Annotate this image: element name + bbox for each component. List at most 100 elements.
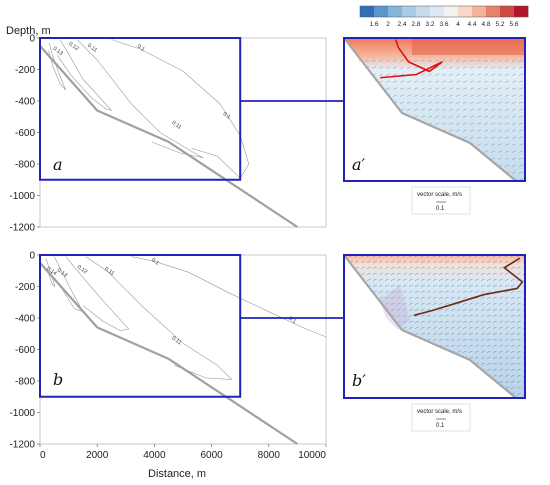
contour-label: 0.11 [86, 43, 98, 54]
panel-label-a: a [53, 155, 63, 174]
x-tick-label: 10000 [298, 450, 326, 461]
colorbar-tick-label: 2 [386, 21, 390, 28]
contour-label: 0.14 [45, 266, 57, 277]
panel-b: 0 -200 -400 -600 -800 -1000 -1200 0 2000 4000 600… [9, 251, 344, 480]
x-tick-label: 4000 [143, 450, 166, 461]
contour-label: 0.1 [136, 44, 146, 53]
colorbar-swatch [402, 6, 417, 17]
vector-scale-legend-b: vector scale, m/s 0.1 [411, 403, 471, 432]
y-axis-label: Depth, m [6, 25, 51, 37]
contours-b [45, 256, 327, 380]
y-tick-label: -200 [15, 282, 35, 293]
contour-0.1 [131, 256, 327, 338]
bathymetry-b-prime [344, 255, 517, 398]
bathymetry-a [39, 45, 299, 228]
y-tick-label: -400 [15, 314, 35, 325]
contour-label: 0.1 [222, 111, 232, 120]
vector-scale-label-b: vector scale, m/s [417, 409, 462, 415]
colorbar-tick-label: 3.6 [439, 21, 448, 28]
colorbar-tick-label: 5.2 [495, 21, 504, 28]
x-ticks-b: 0 2000 4000 6000 8000 10000 [39, 444, 326, 461]
y-tick-label: -1000 [9, 408, 35, 419]
front-line-b-prime [413, 257, 524, 317]
contour-0.13 [48, 42, 66, 91]
contour-label: 0.12 [76, 264, 88, 275]
panel-label-a-prime: a′ [352, 155, 366, 174]
contour-0.14 [45, 257, 56, 287]
contours-a [48, 39, 250, 179]
x-axis-label: Distance, m [148, 468, 206, 480]
colorbar-swatch [514, 6, 529, 17]
frame-a-prime [343, 37, 526, 182]
colorbar-tick-label: 4 [456, 21, 460, 28]
colorbar-tick-label: 1.6 [369, 21, 378, 28]
y-tick-label: -1200 [9, 440, 35, 451]
x-tick-label: 2000 [86, 450, 109, 461]
y-ticks-a: 0 -200 -400 -600 -800 -1000 -1200 [9, 34, 40, 234]
contour-0.12 [56, 39, 112, 111]
colorbar-swatch [486, 6, 501, 17]
x-tick-label: 8000 [258, 450, 281, 461]
contour-label: 0.11 [170, 120, 182, 131]
bathymetry-a-prime [344, 38, 517, 181]
colorbar-swatch [388, 6, 403, 17]
contour-label: 0.1 [150, 257, 160, 266]
contour-label: 0.11 [170, 335, 182, 346]
plot-area-b [39, 254, 327, 445]
contour-0.11 [85, 256, 232, 380]
colorbar-swatch [472, 6, 487, 17]
y-tick-label: -400 [15, 97, 35, 108]
y-tick-label: -1200 [9, 223, 35, 234]
y-tick-label: 0 [29, 34, 35, 45]
front-line-a-prime [380, 39, 443, 79]
vector-scale-value-a: 0.1 [436, 206, 445, 212]
colorbar: 1.6 2 2.4 2.8 3.2 3.6 4 4.4 4.8 5.2 5.6 [359, 5, 529, 28]
zoom-box-a [39, 37, 242, 181]
vector-scale-label-a: vector scale, m/s [417, 192, 462, 198]
vector-scale-value-b: 0.1 [436, 423, 445, 429]
contour-label: 0.12 [67, 41, 79, 52]
colorbar-swatch [374, 6, 389, 17]
colorbar-swatch [458, 6, 473, 17]
x-tick-label: 6000 [200, 450, 223, 461]
contour-label: 0.11 [103, 266, 115, 277]
contour-0.11 [76, 39, 204, 158]
contour-labels-b: 0.140.13 0.12 0.11 0.1 0.11 0.1 [45, 257, 297, 346]
zoom-box-b [39, 254, 242, 398]
vector-scale-legend-a: vector scale, m/s 0.1 [411, 186, 471, 215]
colorbar-tick-label: 4.4 [467, 21, 476, 28]
y-tick-label: -800 [15, 160, 35, 171]
panel-b-prime: b′ [343, 254, 526, 399]
panel-a-prime: a′ [343, 37, 526, 182]
colorbar-swatch [430, 6, 445, 17]
panel-label-b-prime: b′ [352, 371, 366, 390]
contour-label: 0.13 [56, 268, 68, 279]
colorbar-tick-label: 3.2 [425, 21, 434, 28]
bathymetry-b [39, 262, 299, 445]
colorbar-tick-label: 2.8 [411, 21, 420, 28]
y-tick-label: -200 [15, 65, 35, 76]
contour-label: 0.1 [287, 316, 297, 325]
contour-0.12 [65, 256, 129, 331]
plot-area-a [39, 37, 327, 228]
y-tick-label: -800 [15, 377, 35, 388]
y-ticks-b: 0 -200 -400 -600 -800 -1000 -1200 [9, 251, 40, 451]
y-tick-label: 0 [29, 251, 35, 262]
colorbar-swatch [444, 6, 459, 17]
contour-labels-a: 0.13 0.12 0.11 0.1 0.11 0.1 [52, 41, 232, 131]
colorbar-swatch [500, 6, 515, 17]
contour-0.1 [111, 39, 250, 179]
velocity-vectors-b-prime [344, 255, 525, 398]
y-tick-label: -600 [15, 128, 35, 139]
contour-0.13 [54, 256, 84, 313]
colorbar-swatch [360, 6, 375, 17]
y-tick-label: -600 [15, 345, 35, 356]
colorbar-tick-label: 4.8 [481, 21, 490, 28]
contour-label: 0.13 [52, 46, 64, 57]
panel-label-b: b [53, 370, 63, 389]
panel-a: Depth, m 0 -200 -400 -600 -800 -1000 -1200 0.1… [6, 25, 344, 234]
y-tick-label: -1000 [9, 191, 35, 202]
colorbar-tick-label: 2.4 [397, 21, 406, 28]
colorbar-tick-label: 5.6 [509, 21, 518, 28]
